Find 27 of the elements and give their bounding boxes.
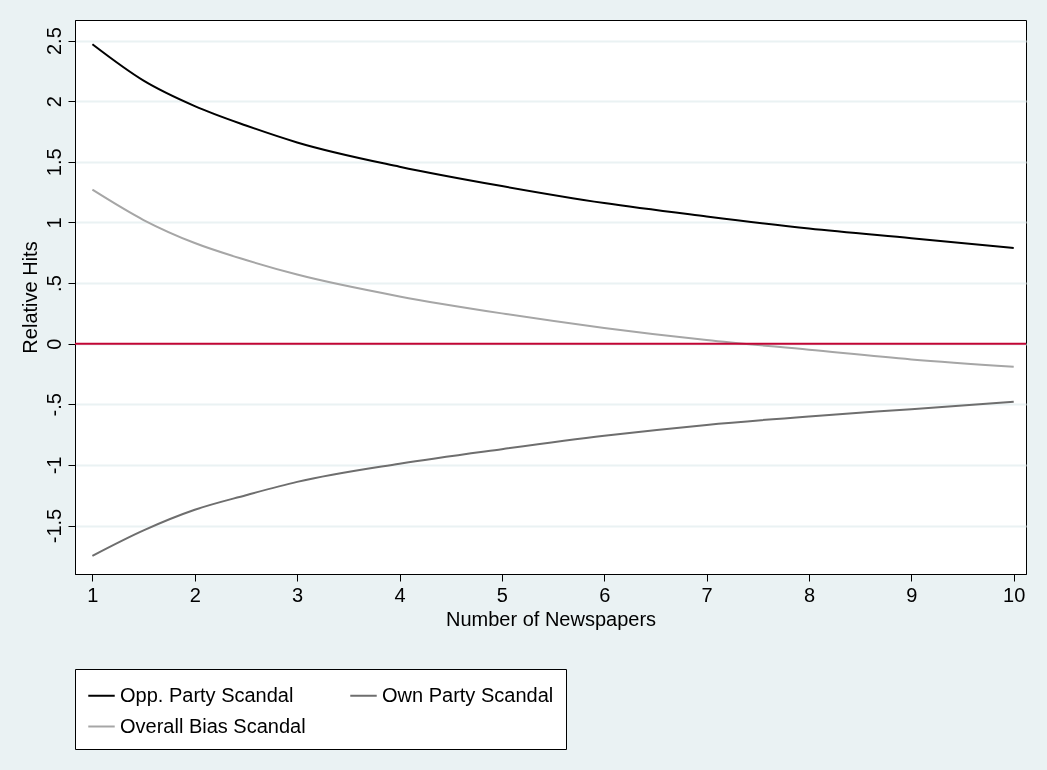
y-axis-title: Relative Hits: [18, 241, 41, 354]
x-tick-label: 8: [803, 583, 816, 606]
y-tick-label: -.5: [42, 393, 65, 417]
x-axis-title: Number of Newspapers: [445, 607, 657, 630]
line-series: [91, 400, 1015, 557]
y-tick-label: 1: [42, 217, 65, 229]
x-tick-label: 6: [599, 583, 611, 606]
x-tick-label: 1: [87, 583, 99, 606]
x-tick-label: 10: [1003, 583, 1026, 606]
y-tick-label: .5: [42, 275, 65, 292]
x-tick-label: 7: [701, 583, 713, 606]
y-tick-label: 2: [42, 96, 65, 108]
x-tick-label: 2: [189, 583, 201, 606]
x-tick-label: 3: [292, 583, 304, 606]
line-series: [91, 188, 1015, 368]
legend-label: Overall Bias Scandal: [120, 714, 306, 737]
y-tick-label: -1.5: [42, 508, 65, 544]
x-tick-label: 4: [394, 583, 406, 606]
y-tick-label: -1: [42, 456, 65, 475]
legend-label: Own Party Scandal: [382, 683, 554, 706]
y-tick-label: 2.5: [42, 27, 65, 56]
y-tick-label: 1.5: [42, 148, 65, 177]
line-series: [91, 43, 1015, 249]
x-tick-label: 9: [906, 583, 918, 606]
legend-label: Opp. Party Scandal: [120, 683, 294, 706]
x-tick-label: 5: [496, 583, 508, 606]
y-tick-label: 0: [42, 338, 65, 350]
